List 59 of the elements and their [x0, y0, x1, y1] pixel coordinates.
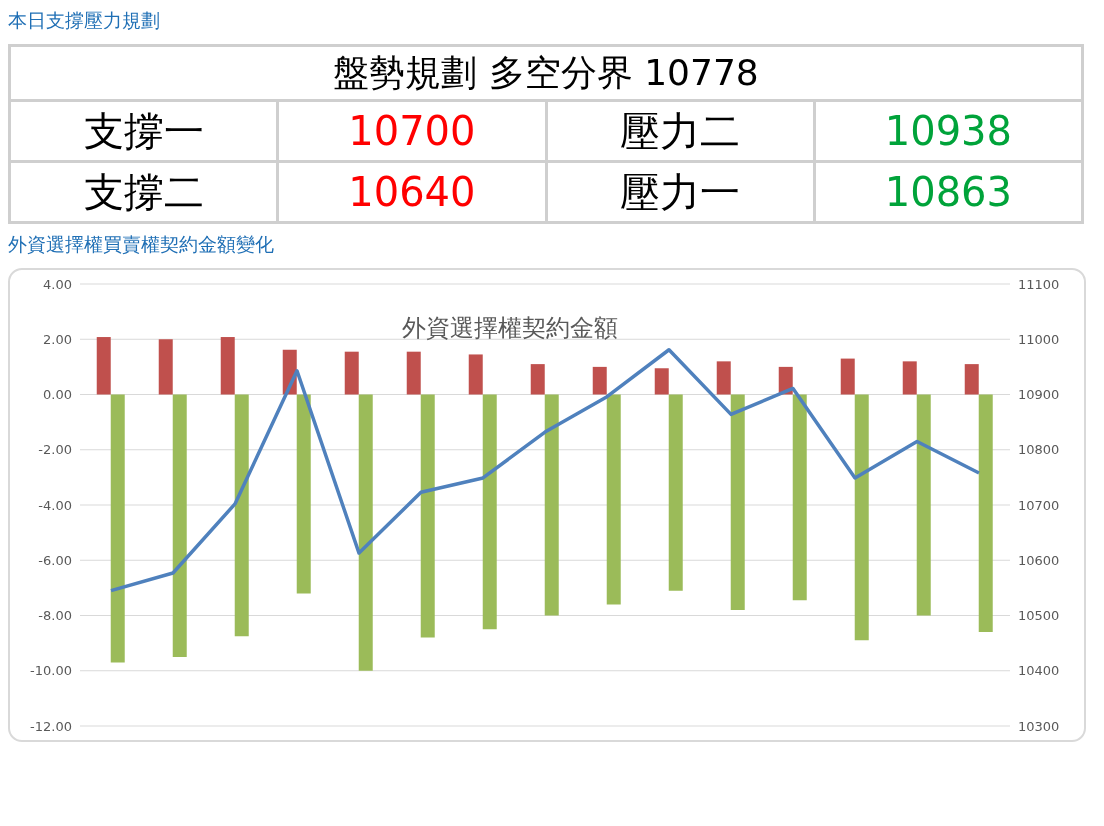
bar — [482, 394, 497, 630]
y2-tick-label: 10400 — [1018, 663, 1060, 679]
y-tick-label: 4.00 — [43, 276, 72, 292]
bar — [544, 394, 559, 616]
bar — [668, 394, 683, 591]
y-tick-label: 0.00 — [43, 387, 72, 403]
y-tick-label: -8.00 — [38, 608, 72, 624]
bar — [158, 339, 173, 395]
y2-tick-label: 10900 — [1018, 387, 1060, 403]
text: 本日支撐壓力規劃 — [8, 8, 161, 33]
bar — [592, 366, 607, 395]
bar — [854, 394, 869, 641]
y2-tick-label: 11100 — [1018, 276, 1060, 292]
bar — [964, 364, 979, 395]
y2-tick-label: 11000 — [1018, 331, 1060, 347]
bar — [172, 394, 187, 657]
bar — [406, 351, 421, 395]
bar — [978, 394, 993, 633]
bar — [916, 394, 931, 616]
y-tick-label: -10.00 — [30, 663, 72, 679]
bar — [902, 361, 917, 395]
bar — [792, 394, 807, 601]
text: 支撐二 — [9, 161, 278, 223]
text: 10640 — [277, 161, 546, 223]
y2-tick-label: 10700 — [1018, 497, 1060, 513]
y-tick-label: -4.00 — [38, 497, 72, 513]
text: 10863 — [814, 161, 1083, 223]
bar — [110, 394, 125, 663]
bar — [730, 394, 745, 610]
bar — [530, 364, 545, 395]
bar — [716, 361, 731, 395]
text: 外資選擇權契約金額 — [402, 314, 618, 342]
text: 10938 — [814, 100, 1083, 162]
y-tick-label: -2.00 — [38, 442, 72, 458]
text: 10700 — [277, 100, 546, 162]
text: 壓力一 — [546, 161, 815, 223]
bar — [606, 394, 621, 605]
bar — [358, 394, 373, 671]
y-tick-label: -6.00 — [38, 552, 72, 568]
text: 盤勢規劃 多空分界 10778 — [9, 45, 1083, 101]
chart-title: 外資選擇權買賣權契約金額變化 — [8, 232, 275, 257]
bar — [420, 394, 435, 638]
y2-tick-label: 10800 — [1018, 442, 1060, 458]
y2-tick-label: 10600 — [1018, 552, 1060, 568]
y2-tick-label: 10300 — [1018, 718, 1060, 734]
bar — [296, 394, 311, 594]
y-tick-label: -12.00 — [30, 718, 72, 734]
bar — [654, 368, 669, 395]
y-tick-label: 2.00 — [43, 331, 72, 347]
text: 壓力二 — [546, 100, 815, 162]
bar — [96, 337, 111, 395]
bar — [840, 358, 855, 395]
bar — [234, 394, 249, 637]
bar — [468, 354, 483, 395]
y2-tick-label: 10500 — [1018, 608, 1060, 624]
bar — [344, 351, 359, 395]
text: 支撐一 — [9, 100, 278, 162]
line-series — [109, 348, 981, 593]
bar — [220, 337, 235, 395]
